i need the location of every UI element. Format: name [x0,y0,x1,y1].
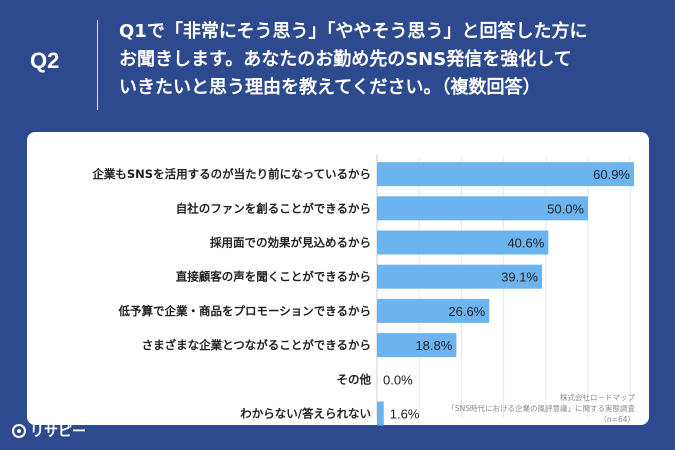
bar-2 [377,230,549,255]
category-label-3: 直接顧客の声を聞くことができるから [176,270,371,284]
value-label-6: 0.0% [383,372,413,387]
source-sample: （n=64） [599,415,635,424]
bar-3 [377,264,543,289]
category-label-5: さまざまな企業とつながることができるから [142,338,371,352]
category-label-1: 自社のファンを創ることができるから [176,201,371,215]
header: Q2 Q1で「非常にそう思う」「ややそう思う」と回答した方に お聞きします。あな… [0,0,675,140]
logo-icon [12,424,26,438]
bar-4 [377,298,490,323]
source-survey: 「SNS時代における企業の風評意識」に関する実態調査 [447,404,635,413]
logo-text: リサピー [30,424,86,440]
question-line-2: お聞きします。あなたのお勤め先のSNS発信を強化して [119,49,572,70]
value-label-7: 1.6% [390,407,420,422]
bar-7 [377,401,384,426]
category-label-7: わからない/答えられない [240,407,371,421]
question-line-3: いきたいと思う理由を教えてください。（複数回答） [119,77,541,98]
question-line-1: Q1で「非常にそう思う」「ややそう思う」と回答した方に [119,21,588,42]
value-label-3: 39.1% [501,270,538,285]
divider [97,20,98,110]
value-label-2: 40.6% [507,236,544,251]
value-label-4: 26.6% [448,304,485,319]
value-label-5: 18.8% [415,338,452,353]
source-note: 株式会社ロードマップ 「SNS時代における企業の風評意識」に関する実態調査 （n… [447,392,635,425]
category-label-6: その他 [337,372,372,386]
category-label-2: 採用面での効果が見込めるから [210,236,371,250]
value-label-1: 50.0% [547,201,584,216]
bar-1 [377,196,589,221]
question-number: Q2 [30,48,60,73]
bar-5 [377,333,457,358]
source-company: 株式会社ロードマップ [560,393,635,402]
value-label-0: 60.9% [593,167,630,182]
bar-0 [377,162,634,187]
question-text: Q1で「非常にそう思う」「ややそう思う」と回答した方に お聞きします。あなたのお… [119,18,659,102]
category-label-4: 低予算で企業・商品をプロモーションできるから [117,304,371,318]
logo: リサピー [12,421,86,441]
category-label-0: 企業もSNSを活用するのが当たり前になっているから [91,167,371,181]
